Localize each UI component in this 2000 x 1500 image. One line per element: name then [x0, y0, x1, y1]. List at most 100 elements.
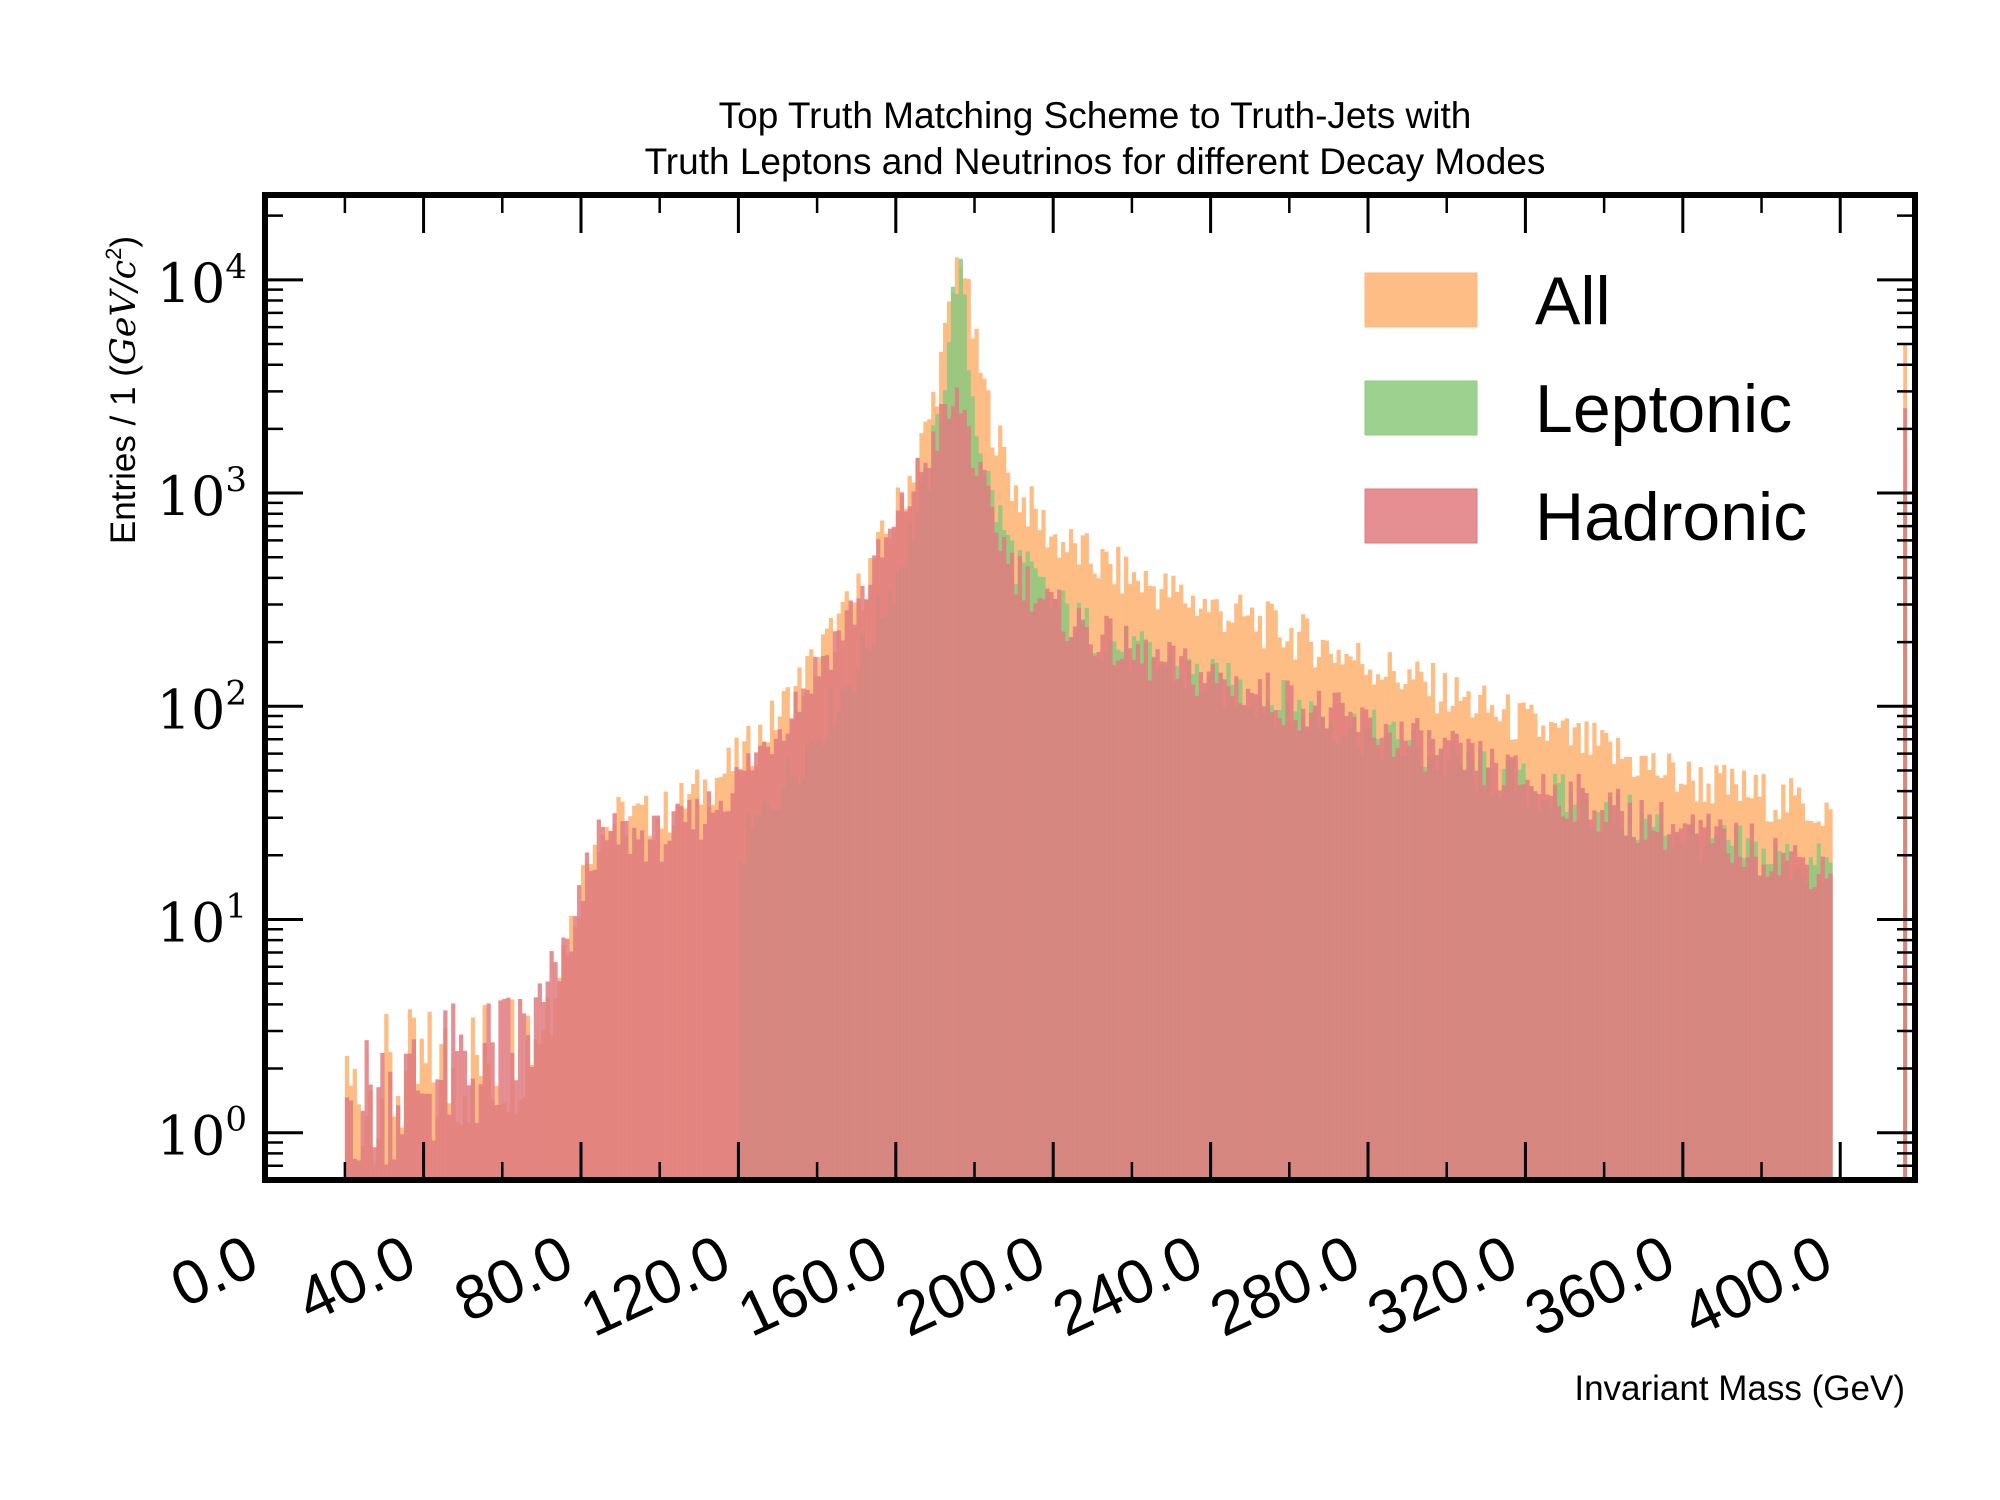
y-tick-base: 10: [157, 891, 226, 954]
bar: [651, 815, 657, 1180]
bar: [880, 557, 885, 1180]
y-axis-label-prefix: Entries / 1 (: [104, 365, 143, 544]
y-tick-base: 10: [157, 1105, 226, 1168]
bar: [1183, 648, 1188, 1180]
bar: [553, 962, 558, 1180]
bar: [1013, 594, 1019, 1180]
bar: [1423, 771, 1428, 1180]
bar: [679, 805, 684, 1180]
bar: [1533, 791, 1538, 1180]
bar: [1356, 731, 1361, 1180]
bar: [1789, 851, 1794, 1180]
bar: [1647, 814, 1652, 1180]
x-tick-label: 320.0: [1358, 1222, 1528, 1350]
bar: [1308, 712, 1314, 1180]
bar: [1171, 645, 1176, 1180]
bar: [1655, 831, 1660, 1180]
bar: [1427, 730, 1432, 1180]
legend: All Leptonic Hadronic: [1364, 263, 1807, 555]
bar: [1202, 683, 1207, 1180]
bar: [1324, 728, 1329, 1180]
bar: [1265, 672, 1270, 1180]
bar: [1135, 643, 1141, 1180]
bar: [718, 800, 723, 1180]
bar: [1415, 718, 1420, 1180]
y-tick-exponent: 4: [225, 247, 247, 287]
bar: [1352, 717, 1357, 1180]
bar: [943, 404, 948, 1180]
bar: [860, 585, 865, 1180]
bar: [1765, 876, 1770, 1180]
bar: [1124, 625, 1129, 1180]
bar: [1730, 862, 1735, 1180]
bar: [1608, 792, 1613, 1180]
bar: [474, 1122, 479, 1180]
bar: [1442, 737, 1448, 1180]
bar: [356, 1104, 361, 1180]
bar: [852, 624, 857, 1180]
bar: [722, 811, 727, 1180]
bar: [671, 811, 676, 1180]
bar: [1375, 745, 1381, 1180]
bar: [805, 689, 810, 1180]
bar: [1305, 726, 1310, 1180]
y-tick-base: 10: [157, 252, 226, 315]
bar: [384, 1164, 389, 1180]
bar: [447, 1114, 452, 1180]
bar: [797, 711, 802, 1180]
bar: [1493, 762, 1499, 1180]
bar: [1745, 857, 1751, 1180]
bar: [1828, 873, 1833, 1180]
bar: [596, 819, 601, 1180]
bar: [537, 983, 542, 1180]
bar: [1120, 658, 1125, 1180]
bar: [1112, 665, 1117, 1180]
bar: [1501, 785, 1507, 1180]
bar: [655, 815, 660, 1180]
bar: [824, 655, 830, 1180]
bar: [1639, 799, 1644, 1180]
bar: [1698, 819, 1703, 1180]
bar: [994, 532, 999, 1180]
bar: [1419, 730, 1424, 1180]
bar: [785, 733, 790, 1180]
bar: [1403, 740, 1408, 1180]
bar: [962, 409, 967, 1180]
bar: [1147, 680, 1152, 1180]
series-hadronic: [344, 387, 1908, 1181]
bar: [1222, 679, 1227, 1180]
bar: [978, 461, 983, 1180]
bar: [403, 1053, 409, 1180]
bar: [982, 469, 987, 1180]
bar: [813, 656, 818, 1180]
bar: [919, 472, 924, 1181]
bar: [742, 770, 747, 1180]
x-tick-label: 160.0: [728, 1222, 898, 1350]
bar: [1438, 748, 1444, 1180]
x-tick-label: 360.0: [1515, 1222, 1685, 1350]
bar: [891, 527, 897, 1180]
bar: [1096, 651, 1101, 1180]
bar: [1486, 767, 1491, 1180]
bar: [494, 1105, 499, 1180]
bar: [1430, 739, 1436, 1180]
bar: [628, 854, 633, 1180]
bar: [561, 937, 566, 1180]
bar: [364, 1040, 369, 1180]
bar: [765, 746, 771, 1180]
bar: [518, 998, 523, 1180]
bar: [1521, 784, 1526, 1180]
bar: [1395, 748, 1400, 1180]
bar: [1529, 786, 1534, 1180]
y-tick-exponent: 2: [225, 673, 247, 713]
bar: [1155, 649, 1160, 1180]
bar: [1116, 660, 1121, 1180]
bar: [1391, 756, 1396, 1180]
bar: [687, 800, 692, 1180]
bar: [1737, 856, 1743, 1180]
bar: [474, 1054, 479, 1180]
bar: [848, 600, 853, 1180]
title-line-2: Truth Leptons and Neutrinos for differen…: [645, 141, 1546, 182]
bar: [636, 839, 641, 1180]
bar: [1584, 792, 1589, 1180]
